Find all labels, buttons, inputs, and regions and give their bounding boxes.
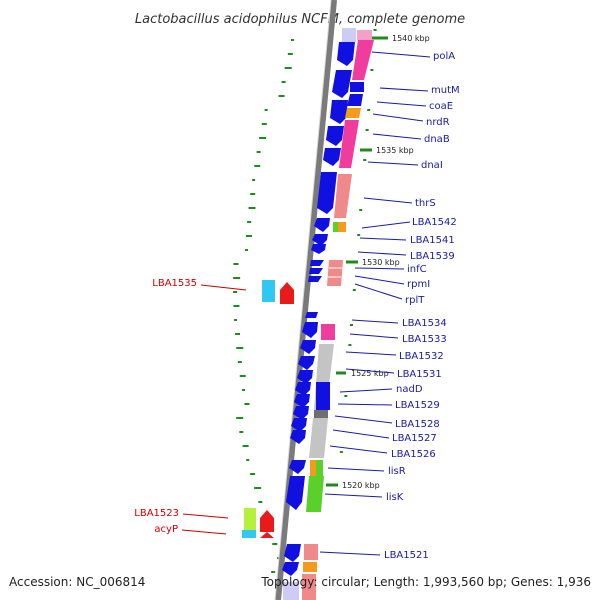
scale-label: 1530 kbp (362, 258, 400, 267)
gene-arrow (295, 382, 311, 396)
gene-label: mutM (431, 85, 460, 96)
scale-label: 1540 kbp (392, 34, 430, 43)
gene-arrow (282, 562, 299, 576)
reverse-gene-track (242, 280, 294, 538)
scale-label: 1525 kbp (351, 369, 389, 378)
gene-arrow (309, 268, 323, 274)
gene-arrow (260, 510, 274, 532)
gene-label: LBA1534 (402, 318, 447, 329)
gene-label: LBA1521 (384, 550, 429, 561)
scale-marker: 1540 kbp (372, 34, 430, 43)
gene-label: lisR (388, 466, 406, 477)
gene-label: LBA1535 (152, 278, 197, 289)
gene-label: LBA1523 (134, 508, 179, 519)
gene-label: coaE (429, 101, 453, 112)
gene-arrow (317, 172, 337, 214)
gene-arrow (242, 530, 256, 538)
gene-label: LBA1526 (391, 449, 436, 460)
scale-marker: 1520 kbp (326, 481, 380, 490)
gene-arrow (284, 544, 301, 562)
gene-label: LBA1532 (399, 351, 444, 362)
gene-labels-right: polA mutM coaE nrdR dnaB dnaI thrS LBA15… (319, 51, 460, 561)
gene-arrow (297, 370, 313, 384)
gene-label: nrdR (426, 117, 450, 128)
gene-label: rplT (405, 295, 425, 306)
gene-arrow (337, 42, 355, 66)
gene-label: polA (433, 51, 455, 62)
gene-arrow (342, 28, 356, 42)
gene-arrow (314, 218, 330, 232)
gene-label: dnaI (421, 160, 443, 171)
gene-arrow (294, 394, 310, 408)
gene-arrow (323, 148, 341, 166)
gene-arrow (283, 582, 299, 600)
topology-label: Topology: circular; Length: 1,993,560 bp… (260, 575, 591, 589)
scale-label: 1520 kbp (342, 481, 380, 490)
accession-label: Accession: NC_006814 (9, 575, 145, 589)
gene-labels-left: LBA1535 LBA1523 acyP (134, 278, 247, 535)
scale-marker: 1525 kbp (336, 369, 389, 378)
forward-gene-track (282, 28, 356, 600)
gene-arrow (291, 418, 307, 432)
gene-arrow (326, 126, 344, 146)
gene-arrow (308, 276, 322, 282)
gene-arrow (305, 312, 318, 318)
gene-label: infC (407, 264, 427, 275)
gene-arrow (332, 70, 352, 98)
gene-arrow (330, 100, 348, 124)
scale-marker: 1535 kbp (360, 146, 414, 155)
gene-label: LBA1539 (410, 251, 455, 262)
gene-arrow (300, 340, 316, 354)
gene-label: LBA1529 (395, 400, 440, 411)
scale-label: 1535 kbp (376, 146, 414, 155)
gene-label: thrS (415, 198, 436, 209)
gene-arrow (260, 532, 274, 538)
gene-arrow (310, 260, 324, 266)
gene-label: acyP (154, 524, 178, 535)
gene-label: dnaB (424, 134, 450, 145)
gene-arrow (298, 356, 315, 370)
cog-color-track (302, 30, 374, 600)
gene-arrow (312, 234, 328, 246)
gene-label: LBA1531 (397, 369, 442, 380)
gene-label: rpmI (407, 279, 430, 290)
gene-arrow (290, 430, 306, 444)
gene-arrow (311, 244, 326, 254)
gene-label: LBA1528 (395, 419, 440, 430)
gene-arrow (244, 508, 256, 530)
gene-arrow (280, 282, 294, 304)
gene-label: LBA1527 (392, 433, 437, 444)
gene-label: LBA1542 (412, 217, 457, 228)
gene-label: LBA1533 (402, 334, 447, 345)
gene-label: LBA1541 (410, 235, 455, 246)
gene-label: lisK (386, 492, 404, 503)
gene-arrow (302, 322, 318, 338)
gene-arrow (286, 476, 305, 510)
genome-title: Lactobacillus acidophilus NCFM, complete… (135, 12, 465, 27)
gene-arrow (262, 280, 275, 302)
gene-arrow (293, 406, 309, 420)
gene-label: nadD (396, 384, 423, 395)
scale-marker: 1530 kbp (346, 258, 400, 267)
gene-arrow (289, 460, 306, 474)
